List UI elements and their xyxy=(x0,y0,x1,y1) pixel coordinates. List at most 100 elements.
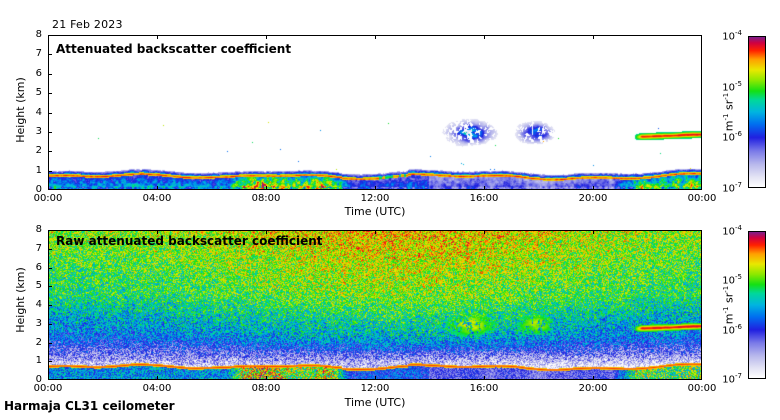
bottom-colorbar-title: m-1 sr-1 xyxy=(722,285,736,325)
y-tick-mark xyxy=(48,131,52,133)
x-tick-mark xyxy=(375,376,376,380)
y-tick-mark xyxy=(48,267,52,269)
figure-date-title: 21 Feb 2023 xyxy=(52,18,123,31)
x-tick-mark xyxy=(701,376,702,380)
x-tick-mark xyxy=(266,230,267,234)
x-tick-label: 20:00 xyxy=(578,383,608,394)
y-tick-label: 7 xyxy=(35,242,42,254)
y-tick-label: 3 xyxy=(35,317,42,329)
x-tick-label: 08:00 xyxy=(251,193,281,204)
colorbar-tick-label: 10-6 xyxy=(722,322,742,336)
x-tick-label: 12:00 xyxy=(360,193,390,204)
colorbar-tick-label: 10-6 xyxy=(722,130,742,144)
y-tick-mark xyxy=(48,323,52,325)
x-tick-label: 00:00 xyxy=(33,193,63,204)
colorbar-tick-label: 10-7 xyxy=(722,372,742,386)
x-tick-mark xyxy=(701,35,702,39)
x-tick-mark xyxy=(701,186,702,190)
y-tick-label: 6 xyxy=(35,67,42,79)
y-tick-mark xyxy=(48,361,52,363)
x-tick-label: 00:00 xyxy=(687,383,717,394)
top-colorbar-title: m-1 sr-1 xyxy=(722,92,736,132)
y-tick-mark xyxy=(48,342,52,344)
y-tick-mark xyxy=(48,379,52,380)
attenuated-backscatter-plot xyxy=(48,35,702,190)
y-tick-mark xyxy=(48,189,52,190)
y-tick-label: 5 xyxy=(35,87,42,99)
x-tick-mark xyxy=(375,186,376,190)
x-tick-mark xyxy=(484,35,485,39)
colorbar-tick-label: 10-7 xyxy=(722,181,742,195)
bottom-colorbar xyxy=(748,231,766,379)
y-tick-mark xyxy=(48,93,52,95)
bottom-panel-x-axis-title: Time (UTC) xyxy=(344,396,406,409)
colorbar-tick-label: 10-4 xyxy=(722,29,742,43)
x-tick-mark xyxy=(375,35,376,39)
x-tick-mark xyxy=(157,376,158,380)
y-tick-label: 6 xyxy=(35,261,42,273)
x-tick-label: 00:00 xyxy=(687,193,717,204)
raw-panel-label: Raw attenuated backscatter coefficient xyxy=(56,234,323,248)
instrument-caption: Harmaja CL31 ceilometer xyxy=(4,399,175,413)
x-tick-mark xyxy=(484,230,485,234)
y-tick-label: 0 xyxy=(35,184,42,195)
y-tick-label: 1 xyxy=(35,164,42,176)
y-tick-mark xyxy=(48,35,52,36)
x-tick-label: 00:00 xyxy=(33,383,63,394)
x-tick-mark xyxy=(593,35,594,39)
x-tick-mark xyxy=(157,230,158,234)
y-tick-label: 4 xyxy=(35,106,42,118)
y-tick-mark xyxy=(48,248,52,250)
raw-backscatter-canvas xyxy=(49,231,701,379)
x-tick-mark xyxy=(266,376,267,380)
y-tick-mark xyxy=(48,73,52,75)
attenuated-panel-label: Attenuated backscatter coefficient xyxy=(56,42,292,56)
y-tick-label: 2 xyxy=(35,145,42,157)
y-tick-label: 0 xyxy=(35,374,42,385)
x-tick-label: 12:00 xyxy=(360,383,390,394)
top-colorbar xyxy=(748,36,766,188)
x-tick-mark xyxy=(48,230,49,234)
raw-backscatter-plot xyxy=(48,230,702,380)
y-tick-mark xyxy=(48,170,52,172)
y-tick-label: 2 xyxy=(35,336,42,348)
colorbar-tick-label: 10-4 xyxy=(722,224,742,238)
x-tick-mark xyxy=(48,376,49,380)
y-tick-label: 4 xyxy=(35,299,42,310)
top-panel-y-axis-title: Height (km) xyxy=(14,77,27,143)
x-tick-mark xyxy=(484,376,485,380)
y-tick-mark xyxy=(48,230,52,231)
x-tick-mark xyxy=(484,186,485,190)
y-tick-label: 5 xyxy=(35,280,42,292)
x-tick-mark xyxy=(593,376,594,380)
x-tick-mark xyxy=(266,186,267,190)
x-tick-label: 04:00 xyxy=(142,193,172,204)
x-tick-label: 16:00 xyxy=(469,383,499,394)
x-tick-label: 04:00 xyxy=(142,383,172,394)
colorbar-tick-label: 10-5 xyxy=(722,79,742,93)
y-tick-label: 8 xyxy=(35,224,42,235)
y-tick-mark xyxy=(48,54,52,56)
x-tick-label: 16:00 xyxy=(469,193,499,204)
x-tick-mark xyxy=(157,35,158,39)
top-panel-x-axis-title: Time (UTC) xyxy=(344,205,406,218)
x-tick-mark xyxy=(157,186,158,190)
x-tick-mark xyxy=(593,186,594,190)
colorbar-tick-label: 10-5 xyxy=(722,273,742,287)
x-tick-mark xyxy=(375,230,376,234)
y-tick-label: 8 xyxy=(35,29,42,40)
bottom-panel-y-axis-title: Height (km) xyxy=(14,267,27,333)
x-tick-mark xyxy=(266,35,267,39)
x-tick-mark xyxy=(593,230,594,234)
x-tick-mark xyxy=(48,35,49,39)
y-tick-label: 3 xyxy=(35,125,42,137)
y-tick-mark xyxy=(48,286,52,288)
y-tick-label: 1 xyxy=(35,355,42,367)
y-tick-label: 7 xyxy=(35,48,42,60)
x-tick-label: 20:00 xyxy=(578,193,608,204)
x-tick-label: 08:00 xyxy=(251,383,281,394)
y-tick-mark xyxy=(48,305,52,306)
x-tick-mark xyxy=(701,230,702,234)
y-tick-mark xyxy=(48,112,52,114)
